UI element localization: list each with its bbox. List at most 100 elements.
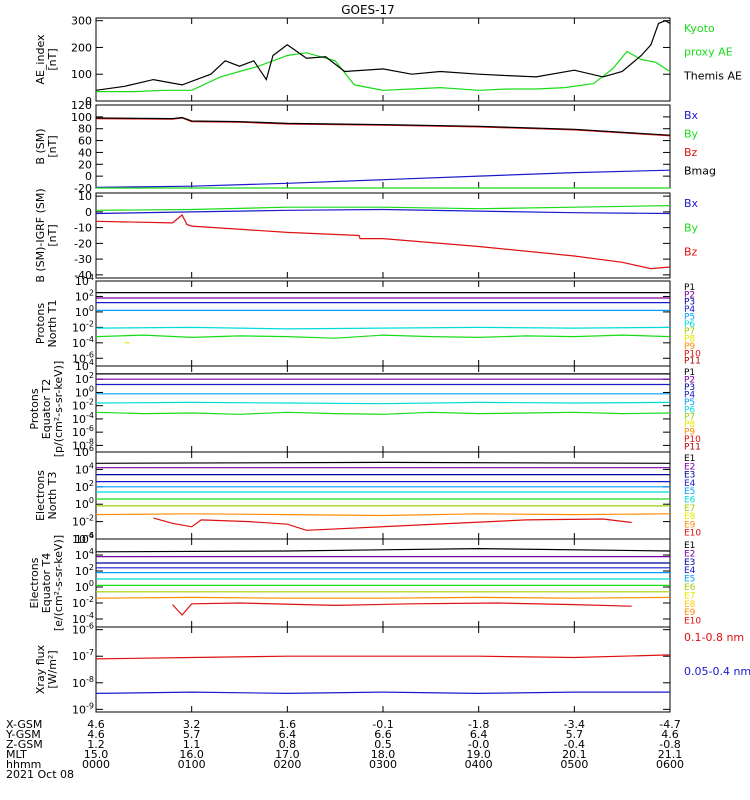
legend-p8: P8	[684, 420, 695, 430]
x-axis-row-label: MLT	[6, 748, 27, 761]
legend-p5: P5	[684, 312, 695, 322]
legend-e5: E5	[684, 487, 695, 497]
y-axis-label: B (SM)-IGRF (SM)	[34, 188, 47, 282]
legend-p10: P10	[684, 349, 701, 359]
series-bz	[95, 214, 671, 270]
y-tick-label: 10-8	[72, 675, 94, 690]
x-axis-value: 1.6	[279, 718, 297, 731]
legend-kyoto: Kyoto	[684, 22, 715, 35]
legend-e10: E10	[684, 529, 701, 539]
y-tick-label: 10-4	[72, 531, 94, 546]
y-tick-label: 106	[75, 531, 94, 546]
legend-e8: E8	[684, 512, 696, 522]
y-tick-label: 0	[85, 95, 92, 108]
x-axis-value: 3.2	[183, 718, 201, 731]
y-tick-label: -40	[74, 269, 92, 282]
legend-p10: P10	[684, 435, 701, 445]
series-themis-ae	[95, 20, 671, 91]
x-axis-row-label: hhmm	[6, 758, 41, 771]
series-e1	[95, 547, 671, 553]
y-axis-label: AE_index	[34, 34, 47, 85]
legend-p1: P1	[684, 368, 695, 378]
x-axis-row-label: Y-GSM	[5, 728, 41, 741]
legend-p9: P9	[684, 428, 695, 438]
y-axis-label: Xray flux	[34, 644, 47, 694]
series-kyoto-proxy-ae	[96, 50, 671, 93]
x-axis-value: -4.7	[659, 718, 680, 731]
y-tick-label: 10-8	[72, 437, 94, 452]
y-tick-label: 102	[75, 563, 94, 578]
x-axis-value: -3.4	[564, 718, 585, 731]
panel-frame	[95, 451, 671, 540]
legend-themis-ae: Themis AE	[683, 69, 742, 82]
y-axis-label: [e/(cm²-s-sr-keV)]	[52, 535, 65, 631]
y-tick-label: 100	[71, 68, 92, 81]
x-axis-value: 19.0	[466, 748, 491, 761]
x-axis-value: -0.1	[372, 718, 393, 731]
legend-proxy-ae: proxy AE	[684, 46, 733, 59]
x-axis-value: 1.2	[87, 738, 105, 751]
y-tick-label: 100	[75, 579, 94, 594]
series-p5	[95, 401, 671, 405]
legend-e2: E2	[684, 549, 695, 559]
x-axis-value: 4.6	[87, 728, 105, 741]
x-axis-value: -0.4	[564, 738, 585, 751]
series-bmag	[95, 116, 671, 136]
legend-e3: E3	[684, 558, 695, 568]
y-tick-label: 300	[71, 15, 92, 28]
legend-p7: P7	[684, 327, 695, 337]
legend-bz: Bz	[684, 246, 698, 259]
x-axis-value: -0.0	[468, 738, 489, 751]
x-axis-value: 20.1	[562, 748, 587, 761]
x-axis-value: 18.0	[371, 748, 396, 761]
y-tick-label: 104	[75, 273, 94, 288]
series-e10	[172, 602, 632, 616]
legend-p7: P7	[684, 413, 695, 423]
series-p6	[95, 411, 671, 415]
legend-e4: E4	[684, 479, 696, 489]
y-axis-label: Protons	[34, 303, 47, 344]
y-tick-label: 10-4	[72, 611, 94, 626]
y-axis-label: [W/m²]	[46, 650, 59, 688]
y-tick-label: 100	[75, 384, 94, 399]
y-tick-label: 40	[78, 146, 92, 159]
legend-e2: E2	[684, 462, 695, 472]
x-axis-value: 6.4	[470, 728, 488, 741]
x-axis-value: 0600	[656, 758, 684, 771]
x-axis-value: 6.6	[374, 728, 392, 741]
legend-p5: P5	[684, 398, 695, 408]
y-tick-label: 100	[75, 304, 94, 319]
legend-bx: Bx	[684, 109, 699, 122]
panel-3: -40 -30 -20 -10 0 10 B (SM)-IGRF (SM) [nT] Bx By B…	[34, 188, 699, 282]
x-axis-value: 1.1	[183, 738, 201, 751]
y-tick-label: 10-2	[72, 514, 94, 529]
y-tick-label: 10-2	[72, 319, 94, 334]
y-axis-label: [p/(cm²-s-sr-keV)]	[52, 361, 65, 458]
legend-bz: Bz	[684, 146, 698, 159]
x-axis-value: 6.4	[279, 728, 297, 741]
legend-e9: E9	[684, 608, 696, 618]
y-axis-label: Equator T4	[40, 553, 53, 613]
x-axis-value: 5.7	[183, 728, 201, 741]
y-axis-label: Protons	[28, 388, 41, 429]
series-bz	[95, 117, 671, 137]
x-axis-value: 21.1	[658, 748, 683, 761]
legend-by: By	[684, 127, 699, 140]
legend-bmag: Bmag	[684, 164, 716, 177]
y-axis-label: North T1	[46, 300, 59, 348]
legend-p9: P9	[684, 342, 695, 352]
legend-p11: P11	[684, 443, 701, 453]
y-tick-label: 80	[78, 123, 92, 136]
legend-p4: P4	[684, 390, 695, 400]
y-tick-label: 10-7	[72, 648, 94, 663]
x-axis-value: 0.8	[279, 738, 297, 751]
legend-e4: E4	[684, 566, 696, 576]
x-axis-value: -1.8	[468, 718, 489, 731]
y-axis-label: [nT]	[46, 48, 59, 70]
y-tick-label: 100	[71, 111, 92, 124]
x-axis-value: 0400	[465, 758, 493, 771]
